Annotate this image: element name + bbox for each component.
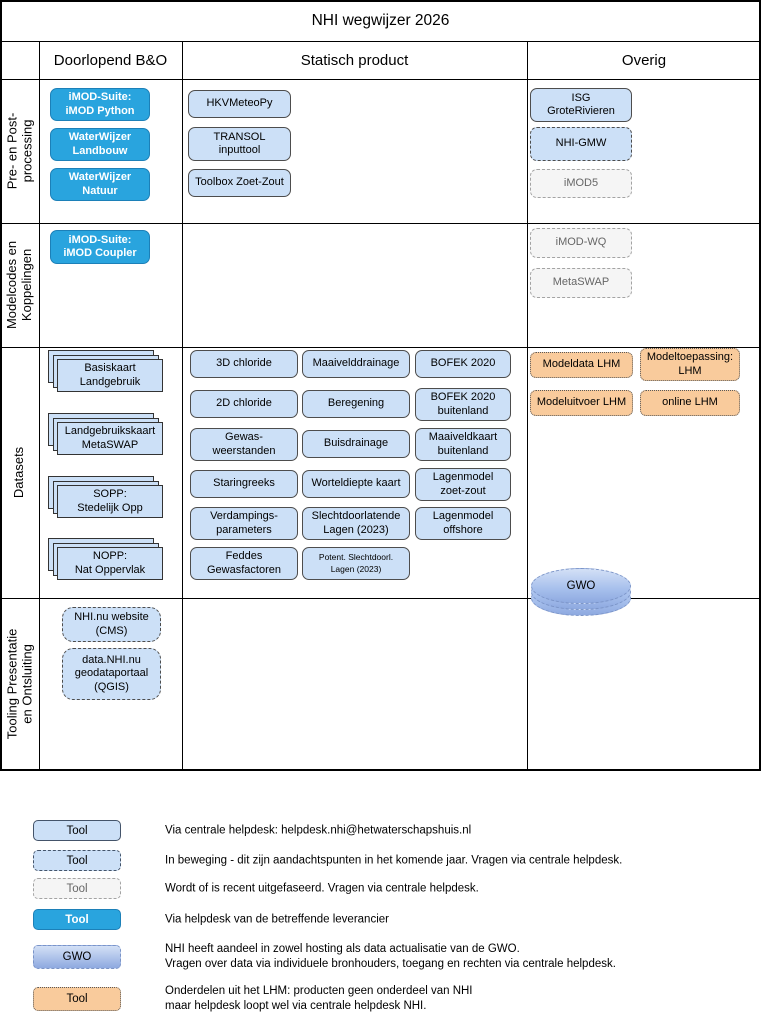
node-data-nhi-nu-geodataportaal: data.NHI.nu geodataportaal (QGIS) (62, 648, 161, 700)
node-sopp-stedelijk-opp: SOPP: Stedelijk Opp (48, 476, 163, 518)
node-landgebruikskaart-metaswap: Landgebruikskaart MetaSWAP (48, 413, 163, 455)
node-imod-suite-python: iMOD-Suite: iMOD Python (50, 88, 150, 121)
node-bofek-2020-buitenland: BOFEK 2020 buitenland (415, 388, 511, 421)
node-bofek-2020: BOFEK 2020 (415, 350, 511, 378)
legend-item-leverancier: Tool Via helpdesk van de betreffende lev… (33, 909, 753, 930)
grid-vline-col2 (527, 41, 528, 771)
node-imod-suite-coupler: iMOD-Suite: iMOD Coupler (50, 230, 150, 264)
cylinder-disk-top: GWO (531, 568, 631, 604)
row-label-pre-post: Pre- en Post- processing (4, 112, 34, 190)
node-nhi-nu-website: NHI.nu website (CMS) (62, 607, 161, 642)
node-imod-wq: iMOD-WQ (530, 228, 632, 258)
gwo-database-cylinder: GWO (531, 568, 631, 618)
column-header-overig: Overig (621, 51, 667, 69)
legend-swatch-blue-dashed: Tool (33, 850, 121, 871)
node-imod5: iMOD5 (530, 169, 632, 198)
table-frame (0, 0, 761, 771)
node-nopp-nat-oppervlak: NOPP: Nat Oppervlak (48, 538, 163, 580)
node-maaivelddrainage: Maaivelddrainage (302, 350, 410, 378)
node-gewasweerstanden: Gewas- weerstanden (190, 428, 298, 461)
node-metaswap: MetaSWAP (530, 268, 632, 298)
node-modeltoepassing-lhm: Modeltoepassing: LHM (640, 348, 740, 381)
node-nhi-gmw: NHI-GMW (530, 127, 632, 161)
node-hkvmeteopy: HKVMeteoPy (188, 90, 291, 118)
legend-text: In beweging - dit zijn aandachtspunten i… (165, 854, 623, 866)
node-worteldiepte-kaart: Worteldiepte kaart (302, 470, 410, 498)
grid-hline-row1 (0, 223, 761, 224)
node-2d-chloride: 2D chloride (190, 390, 298, 418)
legend-swatch-orange: Tool (33, 987, 121, 1011)
legend-item-lhm: Tool Onderdelen uit het LHM: producten g… (33, 985, 753, 1012)
node-toolbox-zoet-zout: Toolbox Zoet-Zout (188, 169, 291, 197)
legend-text: NHI heeft aandeel in zowel hosting als d… (165, 943, 616, 970)
node-modeldata-lhm: Modeldata LHM (530, 352, 633, 378)
node-3d-chloride: 3D chloride (190, 350, 298, 378)
legend-item-in-beweging: Tool In beweging - dit zijn aandachtspun… (33, 850, 753, 871)
node-beregening: Beregening (302, 390, 410, 418)
node-lagenmodel-offshore: Lagenmodel offshore (415, 507, 511, 540)
node-modeluitvoer-lhm: Modeluitvoer LHM (530, 390, 633, 416)
legend-swatch-gray-dashed: Tool (33, 878, 121, 899)
grid-hline-header (0, 79, 761, 80)
column-header-statisch: Statisch product (300, 51, 409, 69)
row-label-modelcodes: Modelcodes en Koppelingen (4, 240, 35, 330)
legend-item-central-helpdesk: Tool Via centrale helpdesk: helpdesk.nhi… (33, 820, 753, 841)
node-buisdrainage: Buisdrainage (302, 430, 410, 458)
row-label-datasets: Datasets (11, 446, 27, 499)
legend-text: Onderdelen uit het LHM: producten geen o… (165, 985, 473, 1012)
legend-swatch-gwo: GWO (33, 945, 121, 969)
legend-swatch-blue-solid: Tool (33, 820, 121, 841)
node-staringreeks: Staringreeks (190, 470, 298, 498)
node-online-lhm: online LHM (640, 390, 740, 416)
node-lagenmodel-zoet-zout: Lagenmodel zoet-zout (415, 468, 511, 501)
column-header-doorlopend: Doorlopend B&O (53, 51, 168, 69)
node-feddes-gewasfactoren: Feddes Gewasfactoren (190, 547, 298, 580)
node-slechtdoorlatende-lagen: Slechtdoorlatende Lagen (2023) (302, 507, 410, 540)
node-maaiveldkaart-buitenland: Maaiveldkaart buitenland (415, 428, 511, 461)
legend-text: Via helpdesk van de betreffende leveranc… (165, 913, 389, 925)
row-label-tooling: Tooling Presentatie en Ontsluiting (4, 628, 35, 740)
legend-item-gwo: GWO NHI heeft aandeel in zowel hosting a… (33, 943, 753, 970)
legend-text: Wordt of is recent uitgefaseerd. Vragen … (165, 882, 479, 894)
node-verdampingsparameters: Verdampings- parameters (190, 507, 298, 540)
node-transol-inputtool: TRANSOL inputtool (188, 127, 291, 161)
grid-hline-row3 (0, 598, 761, 599)
node-isg-groterivieren: ISG GroteRivieren (530, 88, 632, 122)
node-waterwijzer-landbouw: WaterWijzer Landbouw (50, 128, 150, 161)
grid-vline-labels (39, 41, 40, 771)
legend-item-uitgefaseerd: Tool Wordt of is recent uitgefaseerd. Vr… (33, 878, 753, 899)
node-potent-slechtdoorl-lagen: Potent. Slechtdoorl. Lagen (2023) (302, 547, 410, 580)
legend-text: Via centrale helpdesk: helpdesk.nhi@hetw… (165, 824, 472, 836)
node-basiskaart-landgebruik: Basiskaart Landgebruik (48, 350, 163, 392)
page-title: NHI wegwijzer 2026 (311, 11, 450, 29)
node-waterwijzer-natuur: WaterWijzer Natuur (50, 168, 150, 201)
grid-vline-col1 (182, 41, 183, 771)
grid-hline-title (0, 41, 761, 42)
grid-hline-row2 (0, 347, 761, 348)
legend-swatch-solid-blue: Tool (33, 909, 121, 930)
